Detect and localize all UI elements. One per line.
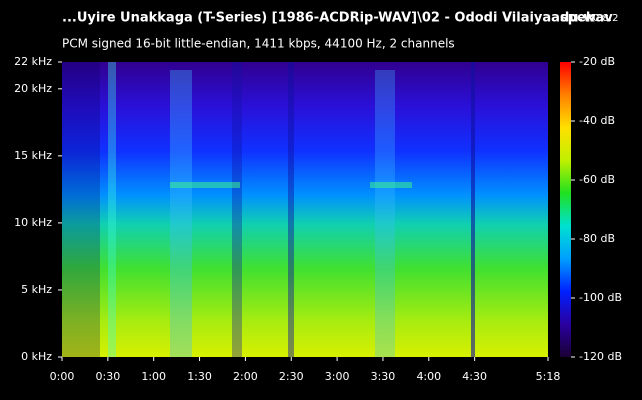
x-tick-label: 4:00 bbox=[416, 370, 441, 383]
colorbar bbox=[560, 62, 571, 357]
chart-title: ...Uyire Unakkaga (T-Series) [1986-ACDRi… bbox=[62, 11, 613, 26]
spectrogram-shade bbox=[471, 62, 475, 357]
spectrogram-band bbox=[370, 182, 412, 188]
spectrogram-shade bbox=[62, 62, 100, 357]
x-tick-label: 3:30 bbox=[371, 370, 396, 383]
spectrogram-shade bbox=[232, 62, 242, 357]
y-tick-label: 0 kHz bbox=[21, 350, 52, 363]
chart-subtitle: PCM signed 16-bit little-endian, 1411 kb… bbox=[62, 37, 455, 51]
spectrogram-streak bbox=[170, 70, 192, 357]
x-tick-label: 1:30 bbox=[187, 370, 212, 383]
spectrogram bbox=[62, 62, 548, 357]
spectrogram-shade bbox=[288, 62, 294, 357]
y-tick-label: 22 kHz bbox=[14, 55, 52, 68]
app-name: spek bbox=[560, 11, 595, 26]
x-tick-label: 0:30 bbox=[95, 370, 120, 383]
x-tick-label: 2:30 bbox=[279, 370, 304, 383]
y-tick-label: 5 kHz bbox=[21, 283, 52, 296]
spectrogram-streak bbox=[108, 62, 116, 357]
spectrogram-streak bbox=[375, 70, 395, 357]
x-tick-label: 5:18 bbox=[536, 370, 561, 383]
y-tick-label: 10 kHz bbox=[14, 216, 52, 229]
x-tick-label: 4:30 bbox=[462, 370, 487, 383]
app-version: 0.8.2 bbox=[593, 13, 618, 24]
colorbar-tick-label: -100 dB bbox=[579, 291, 622, 304]
x-tick-label: 0:00 bbox=[50, 370, 75, 383]
colorbar-tick-label: -120 dB bbox=[579, 350, 622, 363]
y-tick-label: 20 kHz bbox=[14, 82, 52, 95]
spectrogram-band bbox=[170, 182, 240, 188]
spectrogram-body bbox=[62, 62, 548, 357]
colorbar-tick-label: -80 dB bbox=[579, 232, 615, 245]
y-tick-label: 15 kHz bbox=[14, 149, 52, 162]
colorbar-tick-label: -60 dB bbox=[579, 173, 615, 186]
x-tick-label: 3:00 bbox=[325, 370, 350, 383]
colorbar-tick-label: -20 dB bbox=[579, 55, 615, 68]
colorbar-tick-label: -40 dB bbox=[579, 114, 615, 127]
x-tick-label: 1:00 bbox=[141, 370, 166, 383]
x-tick-label: 2:00 bbox=[233, 370, 258, 383]
